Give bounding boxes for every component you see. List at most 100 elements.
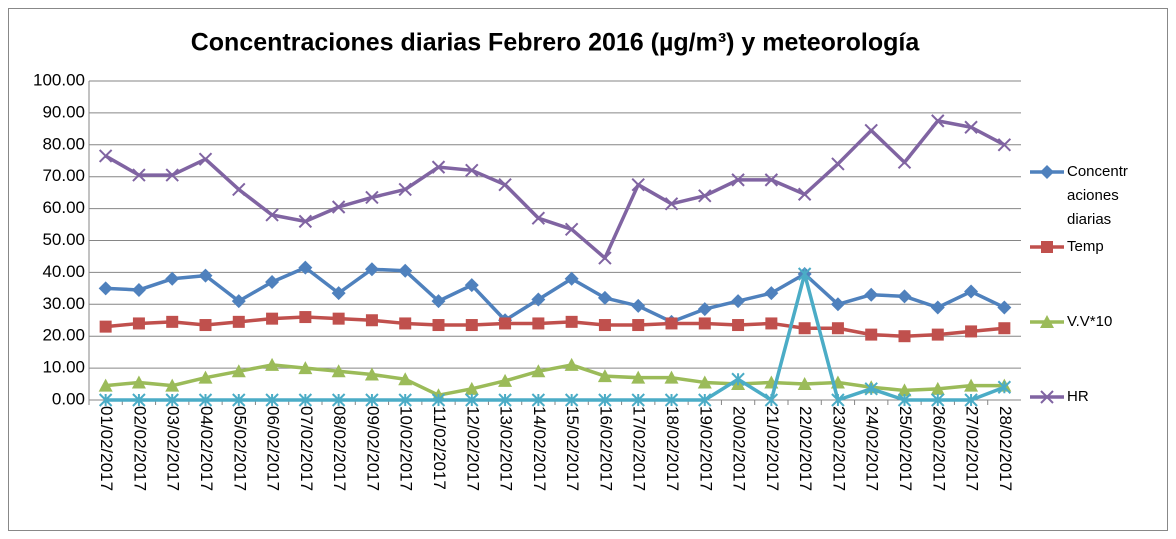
marker-shape	[365, 314, 378, 327]
marker-shape	[664, 393, 679, 407]
marker-shape	[798, 322, 811, 335]
marker	[499, 317, 512, 330]
marker-shape	[831, 157, 845, 171]
marker-shape	[698, 317, 711, 330]
x-tick-label: 20/02/2017	[730, 406, 749, 491]
marker	[399, 317, 412, 330]
marker-shape	[298, 393, 313, 407]
marker	[930, 381, 945, 395]
marker-shape	[431, 294, 446, 309]
marker	[98, 393, 113, 407]
marker	[864, 123, 878, 138]
marker	[732, 319, 745, 332]
y-tick-label: 100.00	[33, 70, 85, 89]
marker	[298, 214, 313, 229]
marker-shape	[98, 149, 113, 163]
y-tick-label: 30.00	[42, 294, 85, 313]
marker	[165, 378, 180, 392]
chart-title: Concentraciones diarias Febrero 2016 (µg…	[191, 29, 921, 57]
marker	[632, 319, 645, 332]
marker-shape	[632, 319, 645, 332]
marker-shape	[797, 377, 812, 391]
marker	[865, 328, 878, 341]
x-tick-label: 10/02/2017	[397, 406, 416, 491]
chart-frame	[8, 8, 1168, 531]
marker-shape	[532, 317, 545, 330]
marker	[931, 114, 945, 128]
marker-shape	[266, 312, 279, 325]
marker-shape	[831, 393, 845, 407]
marker-shape	[564, 357, 579, 371]
marker	[798, 322, 811, 335]
marker	[831, 322, 844, 335]
marker	[797, 187, 812, 201]
marker-shape	[631, 298, 646, 313]
y-tick-label: 90.00	[42, 102, 85, 121]
marker-shape	[898, 330, 911, 343]
marker	[365, 393, 379, 407]
marker-shape	[797, 267, 812, 281]
marker	[398, 182, 412, 197]
marker-shape	[564, 271, 579, 286]
marker-shape	[98, 393, 113, 407]
marker	[99, 320, 112, 333]
marker-shape	[499, 317, 512, 330]
marker	[265, 393, 279, 407]
marker-shape	[331, 286, 346, 301]
marker-shape	[231, 364, 246, 378]
marker-shape	[165, 393, 179, 407]
marker-shape	[764, 173, 779, 187]
marker	[364, 367, 379, 381]
marker-shape	[464, 381, 479, 395]
marker	[166, 315, 179, 328]
legend-label: HR	[1067, 388, 1089, 405]
marker	[266, 312, 279, 325]
marker	[764, 393, 779, 407]
marker	[298, 393, 313, 407]
marker-shape	[631, 393, 645, 407]
marker-shape	[897, 383, 912, 397]
marker-shape	[998, 322, 1011, 335]
marker-shape	[365, 393, 379, 407]
marker	[531, 292, 546, 307]
marker	[665, 317, 678, 330]
marker	[132, 168, 146, 182]
x-tick-label: 07/02/2017	[297, 406, 316, 491]
marker-shape	[865, 328, 878, 341]
series-line	[105, 272, 1005, 402]
marker-shape	[265, 274, 280, 289]
marker	[464, 278, 479, 293]
marker	[98, 149, 113, 163]
marker-shape	[198, 370, 213, 384]
x-tick-label: 26/02/2017	[929, 406, 948, 491]
marker	[365, 190, 379, 205]
marker-shape	[764, 286, 779, 301]
marker	[697, 302, 712, 317]
marker	[964, 284, 979, 299]
marker-shape	[464, 278, 479, 293]
marker	[598, 319, 611, 332]
marker-shape	[398, 263, 413, 278]
marker	[331, 200, 346, 214]
marker-shape	[165, 168, 179, 182]
marker	[131, 375, 146, 389]
marker	[531, 393, 546, 407]
marker	[232, 182, 246, 197]
marker-shape	[1041, 241, 1053, 253]
marker	[231, 364, 246, 378]
marker	[531, 364, 546, 378]
marker-shape	[531, 211, 546, 225]
marker	[431, 160, 446, 174]
marker	[564, 357, 579, 371]
marker-shape	[831, 322, 844, 335]
y-tick-label: 20.00	[42, 326, 85, 345]
marker	[199, 319, 212, 332]
x-tick-label: 22/02/2017	[796, 406, 815, 491]
marker-shape	[964, 393, 978, 407]
marker	[631, 370, 646, 384]
marker	[998, 322, 1011, 335]
marker	[165, 168, 179, 182]
marker-shape	[398, 182, 412, 197]
